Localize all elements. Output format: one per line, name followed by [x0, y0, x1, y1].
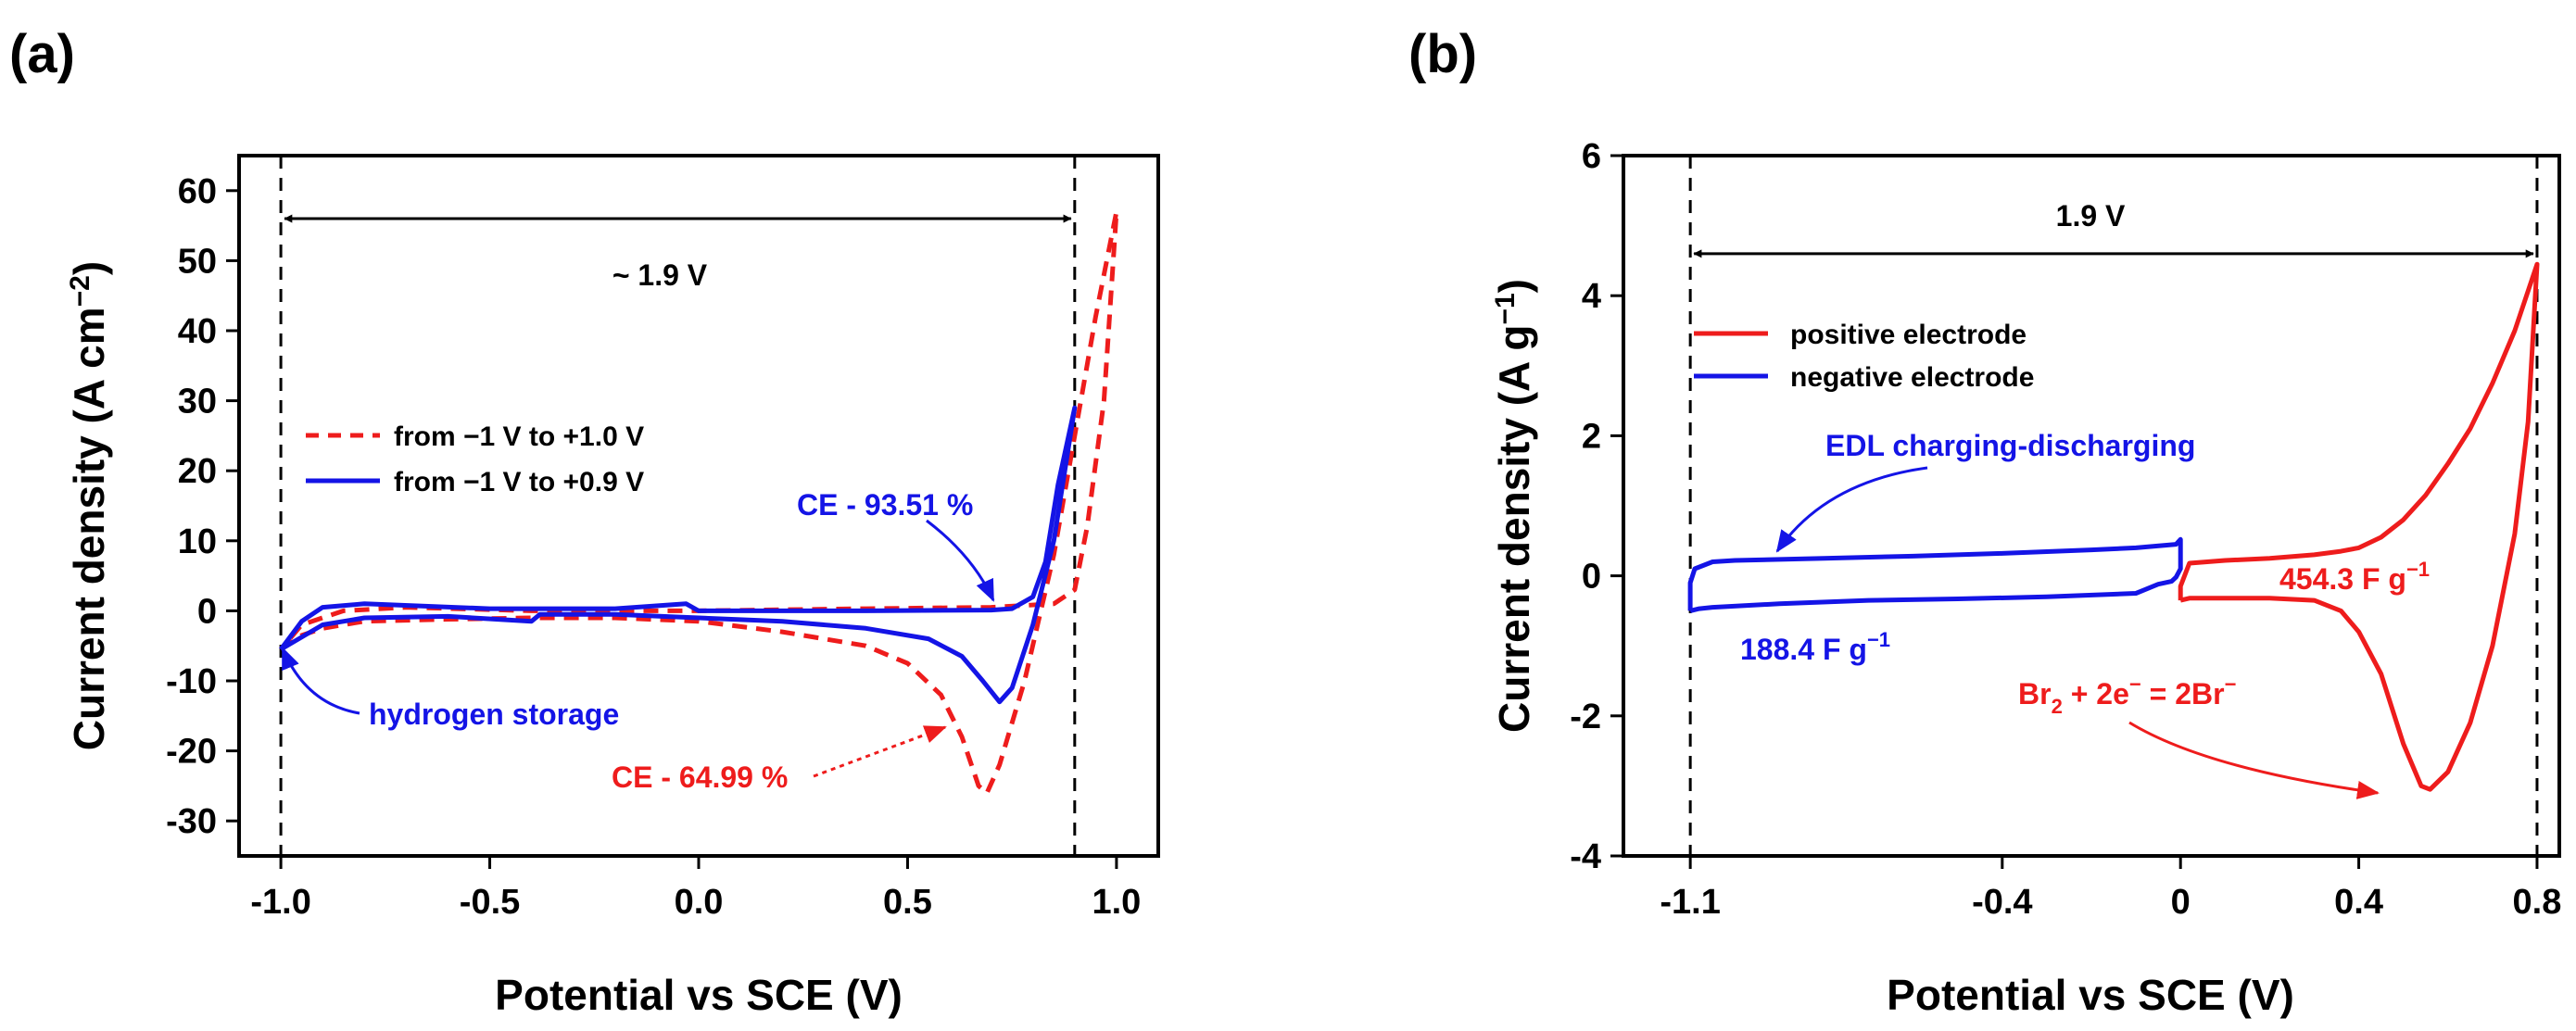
y-tick-label: 30 [178, 383, 217, 421]
y-tick-label: -2 [1570, 698, 1601, 736]
x-tick-label: 0.4 [2334, 883, 2383, 922]
panel-b: (b) -1.1 -0.4 0 0.4 0.8 -4 -2 0 2 4 6 1.9 V posit… [1408, 24, 2561, 1019]
x-tick-label: 0.8 [2513, 883, 2562, 922]
y-tick-label: 60 [178, 172, 217, 211]
annotation-454: 454.3 F g−1 [2279, 558, 2430, 596]
legend-label-2: from −1 V to +0.9 V [394, 467, 644, 497]
series-curve [279, 405, 1078, 705]
panel-b-x-ticks: -1.1 -0.4 0 0.4 0.8 [1660, 856, 2561, 922]
y-tick-label: 10 [178, 522, 217, 561]
panel-b-series [1687, 261, 2540, 792]
legend-label-positive: positive electrode [1790, 320, 2027, 350]
panel-a-x-ticks: -1.0 -0.5 0.0 0.5 1.0 [250, 856, 1141, 922]
y-tick-label: -30 [166, 802, 217, 841]
annotation-188: 188.4 F g−1 [1740, 628, 1890, 666]
x-tick-label: 0 [2171, 883, 2191, 922]
x-tick-label: 0.0 [675, 883, 724, 922]
y-tick-label: -10 [166, 662, 217, 701]
y-tick-label: 50 [178, 242, 217, 281]
panel-b-y-ticks: -4 -2 0 2 4 6 [1570, 137, 1623, 876]
panel-b-span-label: 1.9 V [2056, 199, 2126, 233]
x-tick-label: -1.1 [1660, 883, 1720, 922]
y-tick-label: 40 [178, 312, 217, 351]
series-curve [1687, 536, 2183, 613]
panel-a: (a) -1.0 -0.5 0.0 0.5 1.0 -30 -20 -10 0 10 20 30 40… [9, 24, 1160, 1019]
legend-label-negative: negative electrode [1790, 362, 2034, 393]
panel-b-legend: positive electrode negative electrode [1694, 320, 2034, 393]
x-tick-label: 1.0 [1092, 883, 1141, 922]
panel-b-boundary-lines [1688, 156, 2539, 856]
annotation-br-reaction: Br2 + 2e− = 2Br− [2018, 673, 2236, 718]
annotation-ce-93: CE - 93.51 % [797, 488, 973, 522]
annotation-ce-65-arrow [813, 725, 947, 778]
annotation-edl-arrow [1775, 466, 1928, 553]
panel-b-frame [1622, 154, 2561, 858]
panel-b-x-axis-label: Potential vs SCE (V) [1887, 971, 2294, 1019]
y-tick-label: 20 [178, 452, 217, 491]
panel-a-legend: from −1 V to +1.0 V from −1 V to +0.9 V [306, 421, 644, 497]
panel-a-span-label: ~ 1.9 V [612, 258, 708, 292]
y-tick-label: 0 [1582, 558, 1601, 597]
panel-a-label: (a) [9, 24, 75, 84]
annotation-ce-65: CE - 64.99 % [612, 761, 788, 794]
panel-a-series [279, 209, 1119, 796]
y-tick-label: 6 [1582, 137, 1601, 176]
panel-a-boundary-lines [279, 156, 1077, 856]
panel-a-y-axis-label: Current density (A cm−2) [65, 261, 113, 750]
panel-b-y-axis-label: Current density (A g−1) [1490, 279, 1538, 733]
panel-b-label: (b) [1408, 24, 1477, 84]
annotation-hydrogen-storage: hydrogen storage [369, 698, 619, 731]
panel-a-x-axis-label: Potential vs SCE (V) [495, 971, 903, 1019]
annotation-hydrogen-arrow [281, 647, 360, 715]
y-tick-label: 2 [1582, 417, 1601, 456]
x-tick-label: -0.5 [460, 883, 520, 922]
x-tick-label: -0.4 [1972, 883, 2032, 922]
y-tick-label: -20 [166, 733, 217, 772]
x-tick-label: -1.0 [250, 883, 310, 922]
y-tick-label: -4 [1570, 837, 1601, 876]
legend-label-1: from −1 V to +1.0 V [394, 421, 644, 452]
x-tick-label: 0.5 [883, 883, 932, 922]
series-curve [2178, 261, 2540, 792]
y-tick-label: 4 [1582, 277, 1601, 316]
y-tick-label: 0 [197, 592, 217, 631]
annotation-edl: EDL charging-discharging [1825, 429, 2195, 462]
annotation-ce-93-arrow [926, 519, 995, 602]
annotation-br-arrow [2128, 721, 2380, 799]
panel-a-y-ticks: -30 -20 -10 0 10 20 30 40 50 60 [166, 172, 239, 841]
